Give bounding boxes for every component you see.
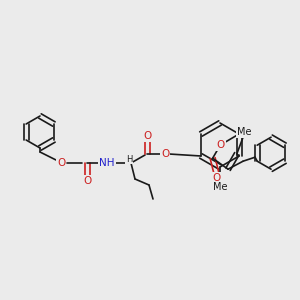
Text: O: O	[143, 131, 151, 141]
Text: H: H	[126, 154, 132, 164]
Text: Me: Me	[237, 127, 251, 137]
Text: Me: Me	[213, 182, 227, 192]
Text: O: O	[57, 158, 65, 168]
Text: O: O	[216, 140, 224, 150]
Text: NH: NH	[99, 158, 115, 168]
Text: O: O	[212, 173, 221, 183]
Text: O: O	[83, 176, 91, 186]
Text: O: O	[161, 149, 169, 159]
